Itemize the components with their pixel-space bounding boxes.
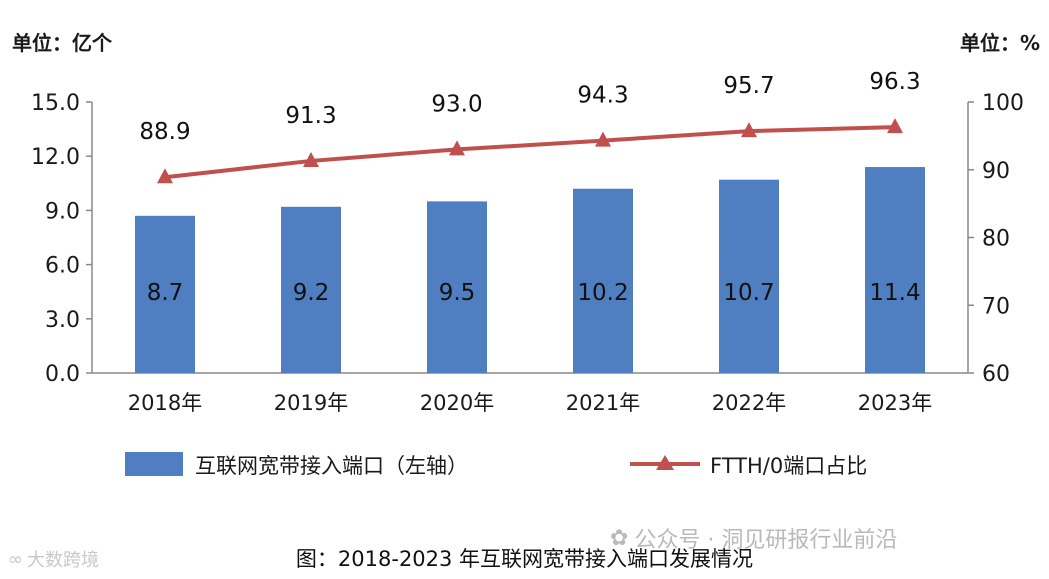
left-tick-label: 15.0 — [31, 91, 80, 116]
right-axis-ticks: 60 70 80 90 100 — [968, 91, 1024, 387]
legend-line-label: FTTH/0端口占比 — [710, 454, 867, 478]
category-labels: 2018年 2019年 2020年 2021年 2022年 2023年 — [128, 391, 932, 415]
line-marker — [303, 151, 319, 167]
bar-value-label: 9.2 — [293, 280, 330, 306]
left-tick-label: 9.0 — [45, 199, 80, 224]
category-label: 2023年 — [858, 391, 932, 415]
line-marker — [741, 122, 757, 138]
legend-bar-swatch — [125, 452, 183, 476]
watermark-right-text: 公众号 · 洞见研报行业前沿 — [634, 528, 898, 553]
line-value-label: 91.3 — [285, 103, 336, 129]
bar-value-label: 9.5 — [439, 280, 476, 306]
bar — [573, 188, 633, 373]
line-marker — [887, 118, 903, 134]
category-label: 2019年 — [274, 391, 348, 415]
left-unit-label: 单位：亿个 — [12, 31, 113, 55]
watermark-left-text: 大数跨境 — [27, 550, 99, 571]
bar-value-label: 8.7 — [147, 280, 184, 306]
line-marker — [595, 131, 611, 147]
category-label: 2018年 — [128, 391, 202, 415]
left-axis-ticks: 0.0 3.0 6.0 9.0 12.0 15.0 — [31, 91, 92, 387]
category-label: 2022年 — [712, 391, 786, 415]
bar — [865, 167, 925, 373]
bar — [427, 201, 487, 373]
bar — [281, 206, 341, 373]
line-path — [164, 125, 896, 180]
right-unit-label: 单位：% — [960, 31, 1040, 55]
right-tick-label: 60 — [982, 362, 1010, 387]
line-series: 88.9 91.3 93.0 94.3 95.7 96.3 — [139, 69, 921, 184]
watermark-left: ∞ 大数跨境 — [8, 546, 99, 572]
line-value-label: 95.7 — [723, 73, 774, 99]
right-tick-label: 90 — [982, 159, 1010, 184]
line-marker — [449, 140, 465, 156]
bar — [719, 179, 779, 373]
right-tick-label: 80 — [982, 227, 1010, 252]
legend-bar-label: 互联网宽带接入端口（左轴） — [195, 454, 468, 478]
line-value-label: 88.9 — [139, 119, 190, 145]
brand-logo-icon: ∞ — [8, 548, 23, 570]
bar-value-label: 10.7 — [723, 280, 774, 306]
legend-line-marker — [656, 455, 674, 470]
figure-caption: 图：2018-2023 年互联网宽带接入端口发展情况 — [295, 547, 754, 571]
right-tick-label: 100 — [982, 91, 1024, 116]
category-label: 2020年 — [420, 391, 494, 415]
left-tick-label: 0.0 — [45, 362, 80, 387]
line-value-label: 93.0 — [431, 91, 482, 117]
bar-value-label: 11.4 — [869, 280, 920, 306]
legend: 互联网宽带接入端口（左轴） FTTH/0端口占比 — [125, 452, 867, 478]
right-tick-label: 70 — [982, 294, 1010, 319]
bar — [135, 215, 195, 373]
left-tick-label: 12.0 — [31, 145, 80, 170]
line-marker — [157, 168, 173, 184]
category-label: 2021年 — [566, 391, 640, 415]
left-tick-label: 6.0 — [45, 254, 80, 279]
watermark-right: ✿ 公众号 · 洞见研报行业前沿 — [610, 522, 897, 554]
line-value-label: 96.3 — [869, 69, 920, 95]
wechat-icon: ✿ — [610, 525, 629, 551]
bar-value-label: 10.2 — [577, 280, 628, 306]
left-tick-label: 3.0 — [45, 308, 80, 333]
bar-series: 8.7 9.2 9.5 10.2 10.7 11.4 — [135, 167, 925, 373]
line-value-label: 94.3 — [577, 83, 628, 109]
